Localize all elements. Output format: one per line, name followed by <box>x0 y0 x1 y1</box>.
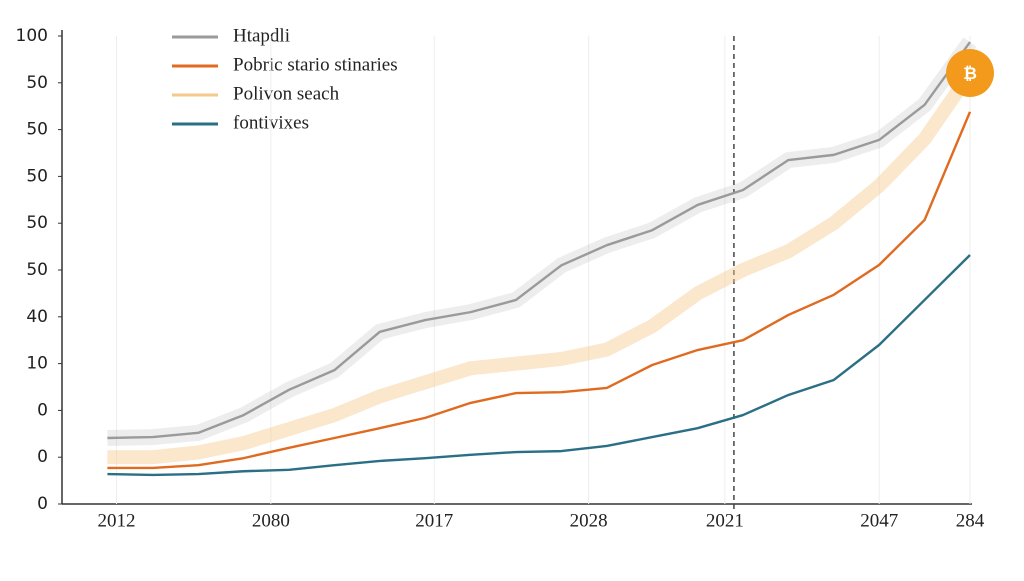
series-line <box>107 69 976 465</box>
x-tick-label: 2017 <box>415 510 453 531</box>
series-line <box>107 111 972 470</box>
x-tick-label: 2028 <box>570 510 608 531</box>
x-tick-label: 2021 <box>706 510 744 531</box>
y-tick-label: 0 <box>37 494 48 514</box>
y-tick-label: 50 <box>26 260 48 280</box>
y-tick-label: 0 <box>37 447 48 467</box>
legend-label: Htapdli <box>233 25 290 46</box>
y-tick-label: 40 <box>26 307 48 327</box>
bitcoin-icon <box>946 49 994 97</box>
series-line <box>107 254 971 477</box>
y-tick-label: 10 <box>26 354 48 374</box>
legend-label: Pobric stario stinaries <box>233 54 398 75</box>
bitcoin-icon-label: ₿ <box>963 64 977 84</box>
x-tick-label: 2080 <box>252 510 290 531</box>
x-tick-label: 284 <box>956 510 985 531</box>
y-tick-label: 100 <box>16 26 48 46</box>
y-tick-label: 50 <box>26 166 48 186</box>
series-line <box>107 41 971 440</box>
y-tick-label: 50 <box>26 73 48 93</box>
legend-label: Polivon seach <box>233 83 340 104</box>
x-tick-label: 2012 <box>97 510 135 531</box>
y-tick-label: 50 <box>26 120 48 140</box>
y-tick-label: 0 <box>37 400 48 420</box>
y-tick-label: 50 <box>26 213 48 233</box>
x-tick-label: 2047 <box>860 510 898 531</box>
